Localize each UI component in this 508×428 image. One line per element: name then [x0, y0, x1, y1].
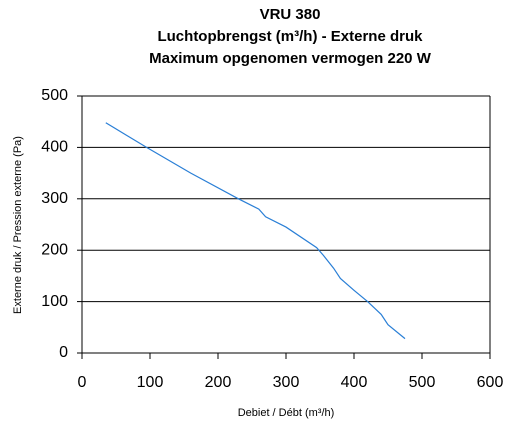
- y-tick-label: 200: [41, 241, 68, 258]
- x-axis-label: Debiet / Débt (m³/h): [238, 407, 335, 419]
- chart-title: Maximum opgenomen vermogen 220 W: [149, 50, 432, 67]
- y-axis-label: Externe druk / Pression externe (Pa): [12, 136, 24, 314]
- y-tick-label: 500: [41, 87, 68, 104]
- x-tick-label: 300: [273, 374, 300, 391]
- x-tick-label: 400: [341, 374, 368, 391]
- x-tick-label: 500: [409, 374, 436, 391]
- chart-title: VRU 380: [260, 6, 321, 23]
- x-tick-label: 100: [137, 374, 164, 391]
- y-tick-label: 300: [41, 190, 68, 207]
- y-tick-label: 400: [41, 139, 68, 156]
- y-tick-label: 100: [41, 293, 68, 310]
- chart-title: Luchtopbrengst (m³/h) - Externe druk: [157, 28, 423, 45]
- data-line: [105, 122, 406, 340]
- x-tick-label: 200: [205, 374, 232, 391]
- x-tick-label: 0: [78, 374, 87, 391]
- y-tick-label: 0: [59, 344, 68, 361]
- x-tick-label: 600: [477, 374, 504, 391]
